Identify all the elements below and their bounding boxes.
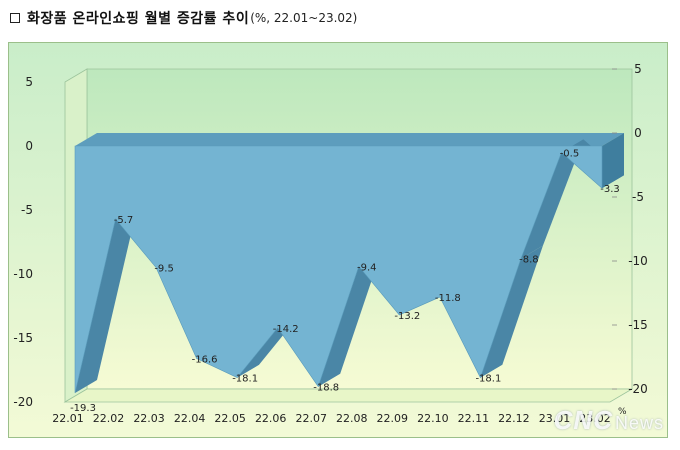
y-tick-label-right: 0 <box>634 126 642 140</box>
x-tick-label: 22.10 <box>417 412 449 425</box>
x-tick-label: 22.11 <box>458 412 490 425</box>
x-tick-label: 22.06 <box>255 412 287 425</box>
area-depth-segment <box>318 253 381 387</box>
x-tick-label: 22.02 <box>93 412 125 425</box>
area-series <box>74 145 603 394</box>
data-label: -9.5 <box>154 264 174 275</box>
x-tick-label: 22.07 <box>295 412 327 425</box>
area-depth-segment <box>75 205 138 394</box>
data-label: -18.1 <box>475 374 501 385</box>
chart-frame <box>8 42 668 438</box>
data-label: -14.2 <box>273 324 299 335</box>
chart-title: 화장품 온라인쇼핑 월별 증감률 추이 (%, 22.01~23.02) <box>10 8 357 28</box>
y-tick-label-left: -10 <box>13 267 33 281</box>
data-label: -9.4 <box>357 262 377 273</box>
x-tick-label: 22.03 <box>133 412 165 425</box>
x-tick-label: 22.04 <box>174 412 206 425</box>
data-label: -19.3 <box>70 403 96 414</box>
y-tick-label-left: 0 <box>25 139 33 153</box>
data-label: -11.8 <box>435 293 461 304</box>
y-tick-label-left: -5 <box>21 203 33 217</box>
floor <box>63 388 634 403</box>
square-outline-icon <box>10 13 20 23</box>
x-tick-label: 23.01 <box>539 412 571 425</box>
x-tick-label: 22.08 <box>336 412 368 425</box>
data-label: -8.8 <box>519 255 539 266</box>
cnc-news-watermark-logo: CNC News <box>553 405 664 435</box>
y-tick-label-left: -20 <box>13 395 33 409</box>
data-label: -5.7 <box>114 215 134 226</box>
data-label: -18.8 <box>313 383 339 394</box>
title-main: 화장품 온라인쇼핑 월별 증감률 추이 <box>27 11 250 27</box>
x-tick-label: 22.12 <box>498 412 530 425</box>
x-tick-label: 22.01 <box>52 412 84 425</box>
y-tick-label-left: -15 <box>13 331 33 345</box>
title-subtitle: (%, 22.01~23.02) <box>250 11 358 25</box>
x-tick-label: 22.09 <box>377 412 409 425</box>
data-label: -18.1 <box>232 374 258 385</box>
y-tick-label-right: 5 <box>634 62 642 76</box>
data-label: -0.5 <box>560 148 580 159</box>
y-tick-label-right: -15 <box>628 318 648 332</box>
area-top-depth <box>75 133 624 146</box>
x-tick-label: 22.05 <box>214 412 246 425</box>
y-tick-label-right: -5 <box>632 190 644 204</box>
data-label: -13.2 <box>394 311 420 322</box>
x-unit-label: % <box>618 407 627 417</box>
area-depth-segment <box>520 139 584 259</box>
data-label: -3.3 <box>600 184 620 195</box>
y-tick-label-right: -20 <box>628 382 648 396</box>
area-end-depth <box>602 133 624 189</box>
y-tick-label-right: -10 <box>628 254 648 268</box>
data-label: -16.6 <box>192 354 218 365</box>
area-depth-segment <box>480 245 543 378</box>
y-tick-label-left: 5 <box>25 75 33 89</box>
x-tick-label: 23.02 <box>579 412 611 425</box>
